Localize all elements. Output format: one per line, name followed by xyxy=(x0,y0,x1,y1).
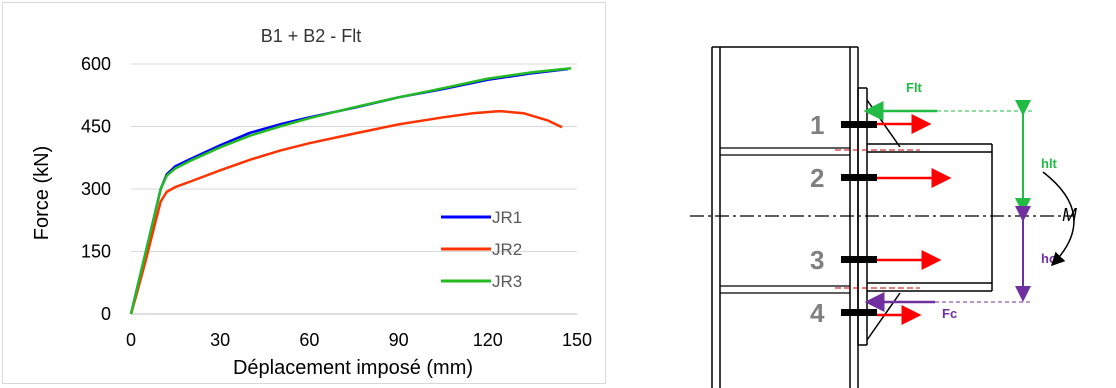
column xyxy=(711,46,859,388)
joint-diagram-svg: 1 2 3 4 Flt hlt hc Fc M xyxy=(690,46,1077,388)
axes: 0 150 300 450 600 0 30 60 90 120 150 xyxy=(81,54,592,350)
chart-panel: B1 + B2 - Flt 0 150 300 450 600 0 30 60 90 120 150… xyxy=(2,2,606,384)
bolt-row-label-3: 3 xyxy=(810,245,824,275)
x-tick-label: 30 xyxy=(210,330,230,350)
bolt-row-label-4: 4 xyxy=(810,298,825,328)
series-line-jr2 xyxy=(129,109,563,315)
bolts xyxy=(841,121,877,316)
connection-diagram: 1 2 3 4 Flt hlt hc Fc M xyxy=(690,0,1110,388)
chart-title: B1 + B2 - Flt xyxy=(261,26,362,46)
force-displacement-chart: B1 + B2 - Flt 0 150 300 450 600 0 30 60 90 120 150… xyxy=(31,26,592,379)
y-tick-label: 150 xyxy=(81,242,111,262)
flt-label: Flt xyxy=(906,80,923,95)
bolt-1 xyxy=(841,121,877,128)
bolt-4 xyxy=(841,309,877,316)
x-tick-label: 120 xyxy=(473,330,503,350)
x-axis-label: Déplacement imposé (mm) xyxy=(233,357,473,379)
column-stiffeners xyxy=(720,147,850,294)
hlt-label: hlt xyxy=(1041,156,1058,171)
bolt-force-arrows xyxy=(877,114,952,325)
bolt-row-label-2: 2 xyxy=(810,163,824,193)
moment-label: M xyxy=(1062,205,1077,225)
y-axis-label: Force (kN) xyxy=(31,146,53,240)
y-tick-label: 300 xyxy=(81,179,111,199)
legend: JR1 JR2 JR3 xyxy=(441,208,522,291)
y-tick-label: 600 xyxy=(81,54,111,74)
x-tick-label: 0 xyxy=(126,330,136,350)
legend-label-jr1: JR1 xyxy=(492,208,522,227)
grid xyxy=(131,63,577,315)
x-tick-label: 60 xyxy=(299,330,319,350)
legend-label-jr2: JR2 xyxy=(492,240,522,259)
series-layer xyxy=(129,66,572,315)
moment-arrow xyxy=(1042,171,1075,267)
legend-label-jr3: JR3 xyxy=(492,272,522,291)
x-tick-label: 90 xyxy=(389,330,409,350)
y-tick-label: 450 xyxy=(81,117,111,137)
fc-label: Fc xyxy=(942,306,957,321)
flange-dashed-lines xyxy=(835,149,920,289)
beam xyxy=(867,143,993,292)
series-line-jr3 xyxy=(129,66,572,315)
bolt-row-label-1: 1 xyxy=(810,110,824,140)
x-tick-label: 150 xyxy=(562,330,592,350)
bolt-2 xyxy=(841,174,877,181)
bolt-3 xyxy=(841,256,877,263)
y-tick-label: 0 xyxy=(101,304,111,324)
